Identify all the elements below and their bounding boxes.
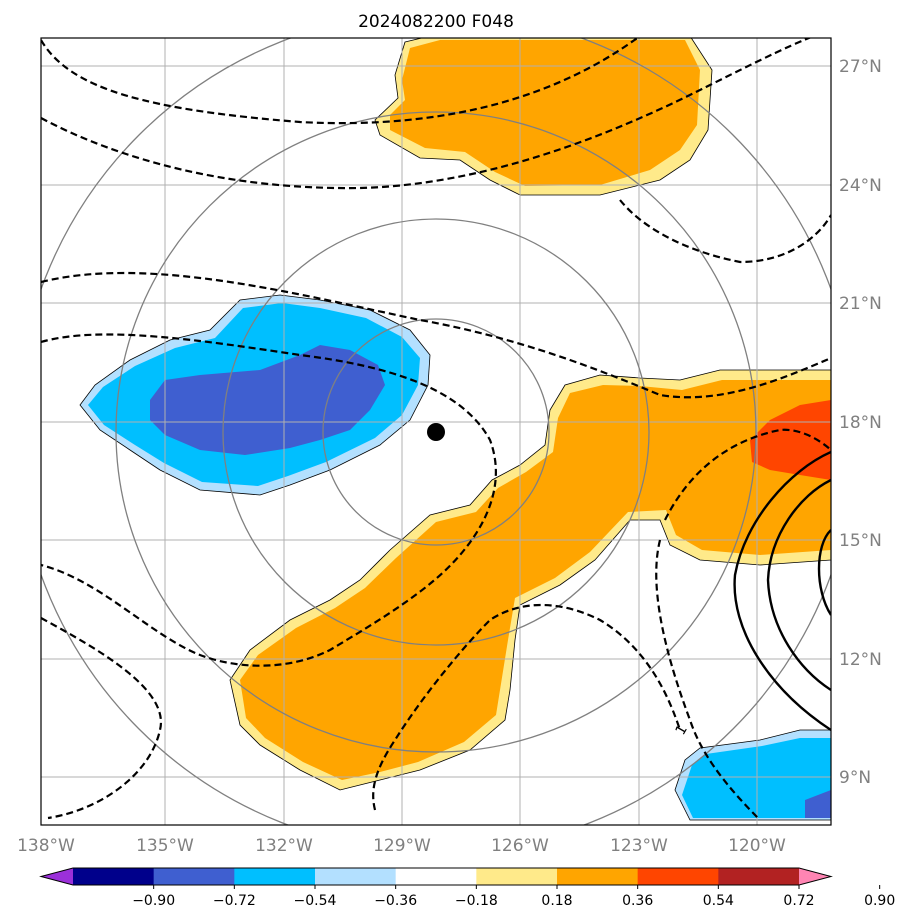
colorbar-tick-label: 0.18 (541, 893, 572, 909)
colorbar-tick-label: 0.72 (783, 893, 814, 909)
colorbar-segment (395, 868, 477, 885)
lon-label: 120°W (728, 836, 786, 856)
lat-label: 12°N (839, 650, 882, 670)
shaded-field (79, 38, 831, 821)
longitude-labels: 138°W 135°W 132°W 129°W 126°W 123°W 120°… (17, 836, 786, 856)
colorbar-segment (153, 868, 235, 885)
lat-label: 18°N (839, 413, 882, 433)
colorbar: −0.90 −0.72 −0.54 −0.36 −0.18 0.18 0.36 0.54 0.7… (39, 867, 895, 909)
colorbar-tick-label: −0.54 (294, 893, 337, 909)
colorbar-tick-label: 0.54 (703, 893, 734, 909)
lon-label: 129°W (373, 836, 431, 856)
plot-area: 1 (41, 38, 831, 825)
lat-label: 21°N (839, 294, 882, 314)
colorbar-tick-label: 0.90 (864, 893, 895, 909)
colorbar-tick-label: −0.18 (455, 893, 498, 909)
colorbar-segment (718, 868, 800, 885)
colorbar-extend-low (41, 868, 73, 885)
lat-label: 9°N (839, 768, 871, 788)
colorbar-extend-high (799, 868, 831, 885)
colorbar-outline (39, 867, 833, 886)
lon-label: 135°W (136, 836, 194, 856)
colorbar-segment (315, 868, 397, 885)
colorbar-segment (476, 868, 558, 885)
lat-label: 24°N (839, 176, 882, 196)
dashed-contours (41, 38, 831, 821)
lat-label: 27°N (839, 57, 882, 77)
colorbar-tick-label: −0.90 (132, 893, 175, 909)
colorbar-tick-label: −0.72 (213, 893, 256, 909)
colorbar-tick-label: −0.36 (374, 893, 417, 909)
figure-title: 2024082200 F048 (358, 12, 514, 32)
strong-positive-anomaly-core (750, 400, 831, 480)
colorbar-segment (234, 868, 316, 885)
gridlines (41, 38, 831, 825)
strong-negative-anomaly-core (150, 345, 385, 455)
solid-contours (733, 450, 831, 732)
lon-label: 123°W (610, 836, 668, 856)
colorbar-segment (557, 868, 639, 885)
plot-frame (40, 37, 832, 826)
lon-label: 138°W (17, 836, 75, 856)
lat-label: 15°N (839, 531, 882, 551)
colorbar-segment (637, 868, 719, 885)
colorbar-tick-label: 0.36 (622, 893, 653, 909)
range-rings (41, 38, 831, 825)
latitude-labels: 27°N 24°N 21°N 18°N 15°N 12°N 9°N (839, 57, 882, 788)
colorbar-segment (73, 868, 155, 885)
lon-label: 126°W (491, 836, 549, 856)
lon-label: 132°W (255, 836, 313, 856)
storm-center-marker (427, 423, 445, 441)
